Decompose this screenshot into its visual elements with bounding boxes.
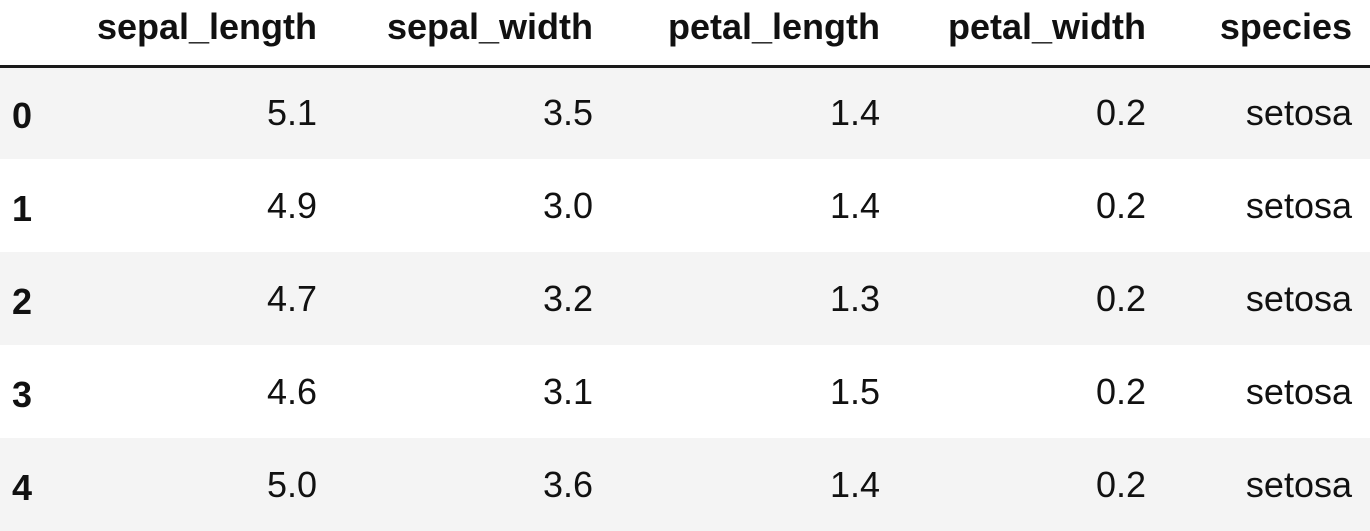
cell-species: setosa xyxy=(1245,370,1352,412)
cell-sepal-length: 4.7 xyxy=(266,277,317,319)
cell-petal-width: 0.2 xyxy=(1095,277,1146,319)
cell-petal-length: 1.4 xyxy=(829,184,880,226)
table-header: sepal_length sepal_width petal_length pe… xyxy=(0,0,1370,68)
row-index: 1 xyxy=(12,187,33,229)
cell-petal-width: 0.2 xyxy=(1095,370,1146,412)
cell-petal-length: 1.4 xyxy=(829,463,880,505)
cell-species: setosa xyxy=(1245,277,1352,319)
cell-species: setosa xyxy=(1245,92,1352,134)
table-body: 0 5.1 3.5 1.4 0.2 setosa 1 4.9 3.0 1.4 0… xyxy=(0,66,1370,531)
cell-sepal-length: 5.0 xyxy=(266,463,317,505)
cell-sepal-length: 4.9 xyxy=(266,184,317,226)
column-header-petal-length: petal_length xyxy=(611,0,898,68)
cell-petal-width: 0.2 xyxy=(1095,92,1146,134)
row-index: 0 xyxy=(12,95,33,137)
cell-petal-length: 1.4 xyxy=(829,92,880,134)
table-row: 0 5.1 3.5 1.4 0.2 setosa xyxy=(0,66,1370,159)
cell-sepal-width: 3.0 xyxy=(542,184,593,226)
cell-sepal-length: 4.6 xyxy=(266,370,317,412)
row-index: 2 xyxy=(12,280,33,322)
cell-sepal-length: 5.1 xyxy=(266,92,317,134)
cell-sepal-width: 3.6 xyxy=(542,463,593,505)
cell-species: setosa xyxy=(1245,463,1352,505)
table-row: 1 4.9 3.0 1.4 0.2 setosa xyxy=(0,159,1370,252)
cell-petal-width: 0.2 xyxy=(1095,463,1146,505)
cell-petal-width: 0.2 xyxy=(1095,184,1146,226)
column-header-sepal-width: sepal_width xyxy=(335,0,611,68)
column-header-species: species xyxy=(1164,0,1370,68)
cell-petal-length: 1.3 xyxy=(829,277,880,319)
table-row: 4 5.0 3.6 1.4 0.2 setosa xyxy=(0,438,1370,531)
column-header-petal-width: petal_width xyxy=(898,0,1164,68)
column-header-sepal-length: sepal_length xyxy=(65,0,335,68)
cell-sepal-width: 3.2 xyxy=(542,277,593,319)
cell-sepal-width: 3.5 xyxy=(542,92,593,134)
header-row: sepal_length sepal_width petal_length pe… xyxy=(0,0,1370,68)
row-index: 3 xyxy=(12,373,33,415)
cell-sepal-width: 3.1 xyxy=(542,370,593,412)
cell-petal-length: 1.5 xyxy=(829,370,880,412)
table-row: 3 4.6 3.1 1.5 0.2 setosa xyxy=(0,345,1370,438)
index-header xyxy=(0,0,65,68)
row-index: 4 xyxy=(12,466,33,508)
cell-species: setosa xyxy=(1245,184,1352,226)
table-row: 2 4.7 3.2 1.3 0.2 setosa xyxy=(0,252,1370,345)
